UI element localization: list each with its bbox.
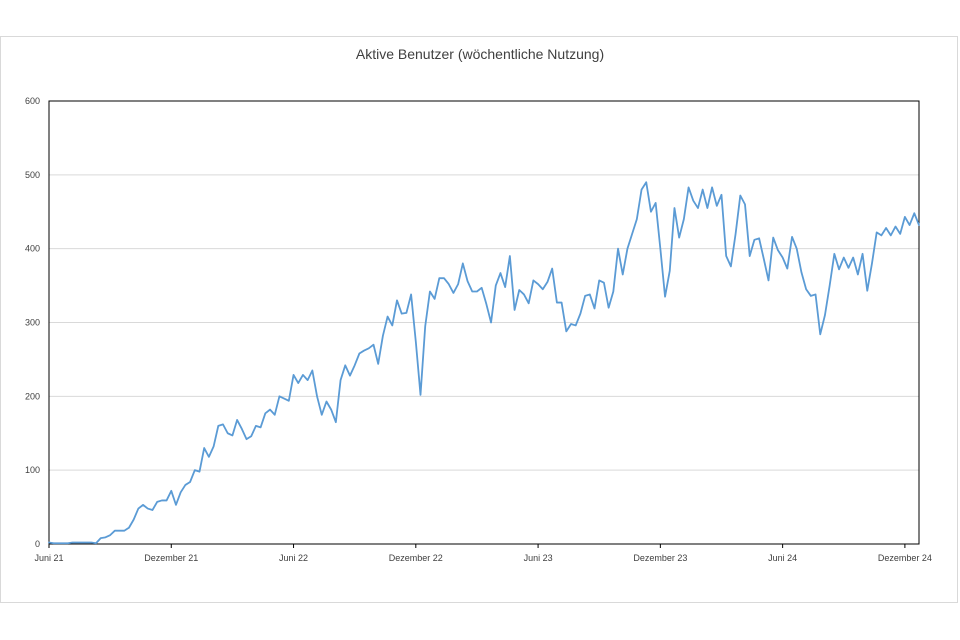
x-tick-label: Juni 22 <box>279 553 308 563</box>
x-axis: Juni 21 Dezember 21 Juni 22 Dezember 22 Juni… <box>34 543 932 563</box>
y-tick-label: 400 <box>25 244 40 254</box>
x-tick-label: Dezember 24 <box>878 553 932 563</box>
x-tick-label: Dezember 22 <box>389 553 443 563</box>
series-group <box>48 181 920 545</box>
series-line <box>48 181 920 545</box>
y-axis: 0 100 200 300 400 500 600 <box>25 96 40 549</box>
y-tick-label: 500 <box>25 170 40 180</box>
x-tick-label: Dezember 21 <box>144 553 198 563</box>
x-tick-label: Juni 24 <box>768 553 797 563</box>
x-tick-label: Dezember 23 <box>633 553 687 563</box>
gridlines <box>49 174 919 471</box>
y-tick-label: 200 <box>25 391 40 401</box>
chart-title: Aktive Benutzer (wöchentliche Nutzung) <box>355 46 605 62</box>
y-tick-label: 100 <box>25 465 40 475</box>
y-tick-label: 600 <box>25 96 40 106</box>
x-tick-label: Juni 21 <box>34 553 63 563</box>
x-tick-label: Juni 23 <box>524 553 553 563</box>
y-tick-label: 0 <box>35 539 40 549</box>
chart-frame <box>0 36 958 603</box>
y-tick-label: 300 <box>25 318 40 328</box>
